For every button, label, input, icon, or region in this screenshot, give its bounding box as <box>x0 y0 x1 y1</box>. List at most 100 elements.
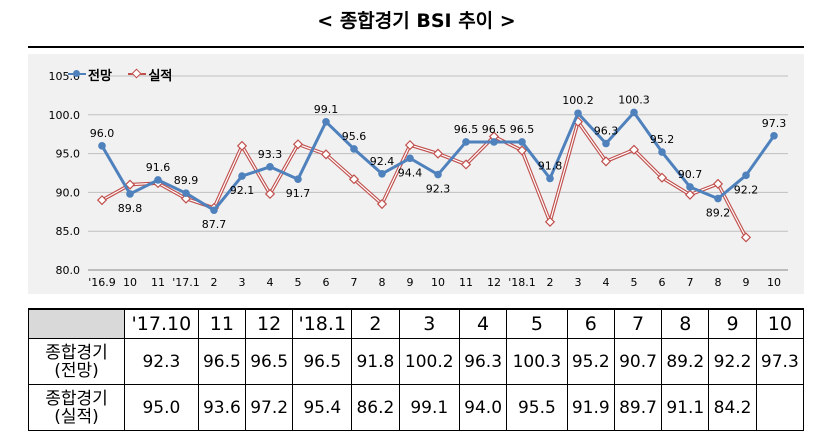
table-cell: 91.8 <box>351 338 400 385</box>
data-label: 89.9 <box>174 174 199 187</box>
data-label: 95.6 <box>342 130 367 143</box>
x-tick-label: 2 <box>547 276 554 289</box>
data-label: 90.7 <box>678 168 703 181</box>
table-row-forecast: 종합경기 (전망) 92.3 96.5 96.5 96.5 91.8 100.2… <box>28 338 805 385</box>
table-cell: 95.2 <box>566 338 615 385</box>
point-actual <box>264 188 276 200</box>
data-label: 94.4 <box>398 166 423 179</box>
x-tick-label: 8 <box>715 276 722 289</box>
table-header-cell: 5 <box>506 308 568 339</box>
point-forecast <box>518 138 526 146</box>
data-label: 91.6 <box>146 161 171 174</box>
data-label: 96.5 <box>454 123 479 136</box>
title-divider <box>28 46 804 48</box>
table-row-header: 종합경기 (전망) <box>28 338 125 385</box>
row-header-line1: 종합경기 <box>45 342 108 363</box>
row-header-line2: (전망) <box>54 360 99 381</box>
row-header-line2: (실적) <box>54 406 99 427</box>
point-forecast <box>686 183 694 191</box>
table-header-cell: 10 <box>755 308 805 339</box>
series-line-forecast <box>100 110 776 212</box>
x-tick-label: 2 <box>211 276 218 289</box>
table-cell: 86.2 <box>351 384 400 431</box>
table-cell: 84.2 <box>708 384 757 431</box>
point-actual <box>488 131 500 142</box>
point-actual <box>656 172 668 183</box>
chart-area: 105.0 100.0 95.0 90.0 85.0 80.0'16.9 10 11'17.1… <box>28 54 804 294</box>
point-actual <box>292 139 304 150</box>
point-forecast <box>742 171 750 180</box>
data-label: 87.7 <box>202 218 227 231</box>
table-header-cell: 8 <box>661 308 710 339</box>
table-cell: 100.3 <box>506 338 568 385</box>
table-header-row: '17.10 11 12 '18.1 2 3 4 5 6 7 8 9 10 <box>28 308 805 339</box>
x-tick-label: 11 <box>151 276 165 289</box>
point-forecast <box>770 131 778 140</box>
data-label: 96.3 <box>594 125 619 138</box>
point-actual <box>432 148 444 159</box>
row-header-line1: 종합경기 <box>45 388 108 409</box>
table-cell: 96.5 <box>197 338 247 385</box>
table-cell: 95.5 <box>506 384 568 431</box>
data-label: 92.3 <box>426 183 451 196</box>
legend-actual-swatch <box>128 68 147 79</box>
point-forecast <box>266 162 274 171</box>
legend-actual-label: 실적 <box>148 68 173 84</box>
data-label: 91.8 <box>538 159 563 172</box>
table-cell: 89.2 <box>661 338 710 385</box>
y-tick-label: 90.0 <box>56 186 81 199</box>
data-label: 91.7 <box>286 187 311 200</box>
point-forecast <box>182 189 190 197</box>
data-label: 89.8 <box>118 202 143 215</box>
legend-item-forecast: 전망 <box>68 65 112 84</box>
x-tick-label: 12 <box>487 276 501 289</box>
x-tick-label: 3 <box>239 276 246 289</box>
point-actual <box>180 193 192 204</box>
bsi-data-table: '17.10 11 12 '18.1 2 3 4 5 6 7 8 9 10 종합… <box>28 308 805 431</box>
table-header-cell: 9 <box>708 308 757 339</box>
x-tick-label: 4 <box>603 276 610 289</box>
table-header-cell: 11 <box>197 308 247 339</box>
x-tick-label: 10 <box>431 276 445 289</box>
y-tick-label: 95.0 <box>56 148 81 161</box>
x-tick-label: 10 <box>767 276 781 289</box>
table-cell: 89.7 <box>613 384 663 431</box>
point-forecast <box>490 138 498 146</box>
x-tick-label: 11 <box>459 276 473 289</box>
point-actual <box>628 144 640 155</box>
data-label: 100.3 <box>618 93 650 106</box>
point-actual <box>460 159 472 170</box>
table-cell: 95.4 <box>292 384 353 431</box>
table-cell: 97.2 <box>244 384 294 431</box>
y-tick-label: 100.0 <box>49 109 81 122</box>
table-header-cell: 7 <box>613 308 663 339</box>
table-row-header: 종합경기 (실적) <box>28 384 125 431</box>
page-title: < 종합경기 BSI 추이 > <box>317 10 516 32</box>
table-header-cell: 3 <box>398 308 460 339</box>
table-header-cell: '18.1 <box>292 308 353 339</box>
table-cell: 96.5 <box>244 338 294 385</box>
point-forecast <box>210 206 218 215</box>
point-actual <box>124 179 136 190</box>
data-label: 89.2 <box>706 207 731 220</box>
table-cell: 96.5 <box>292 338 353 385</box>
point-forecast <box>602 139 610 148</box>
x-tick-label: 7 <box>687 276 694 289</box>
point-actual <box>404 139 416 151</box>
data-label: 100.2 <box>562 94 594 107</box>
point-actual <box>740 232 752 243</box>
data-label: 97.3 <box>762 117 787 130</box>
x-tick-label: 5 <box>295 276 302 289</box>
table-cell: 99.1 <box>398 384 460 431</box>
x-tick-label: '16.9 <box>88 276 116 289</box>
point-forecast <box>462 138 470 146</box>
point-forecast <box>238 172 246 180</box>
data-label: 95.2 <box>650 133 675 146</box>
table-corner-cell <box>28 308 125 339</box>
table-cell: 91.9 <box>566 384 615 431</box>
table-header-cell: 4 <box>458 308 508 339</box>
table-header-cell: 6 <box>566 308 615 339</box>
table-cell: 100.2 <box>398 338 460 385</box>
table-cell <box>755 384 805 431</box>
